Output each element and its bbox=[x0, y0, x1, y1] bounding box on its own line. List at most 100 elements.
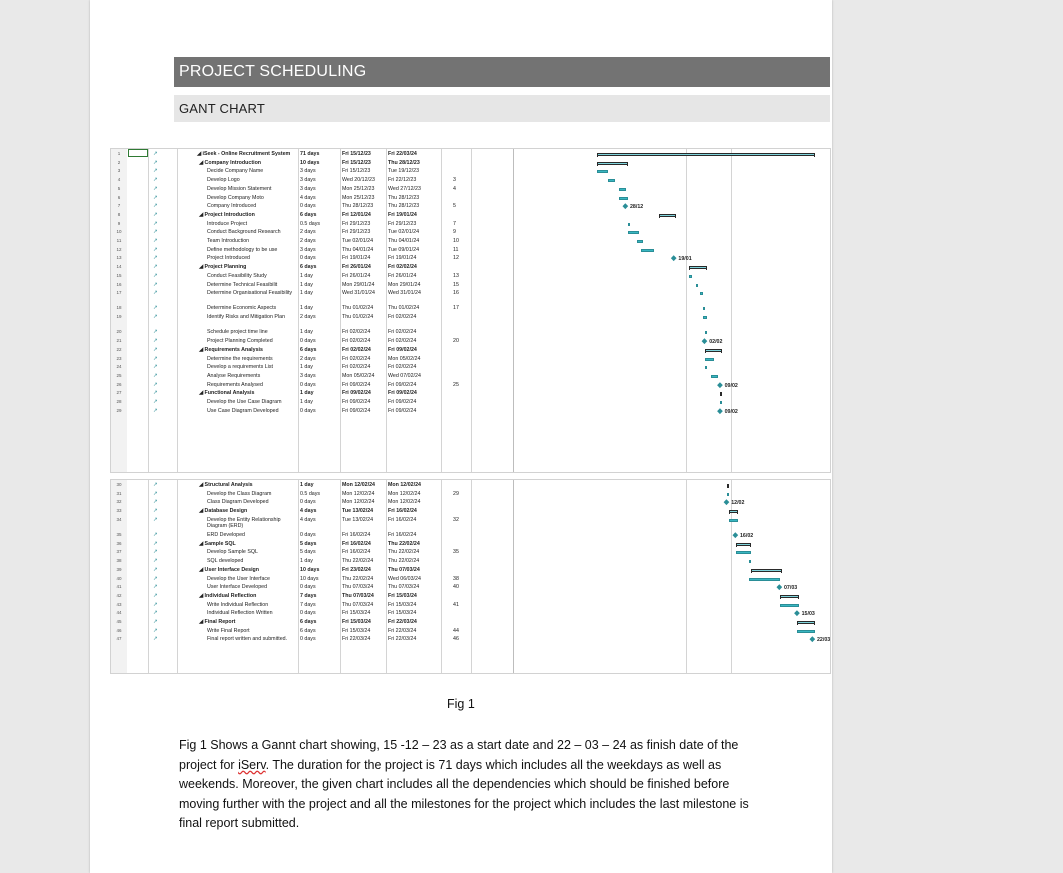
gantt-row-32[interactable]: 32 ↗ Class Diagram Developed 0 days Mon 12/0… bbox=[111, 499, 830, 506]
gantt-row-30[interactable]: 30 ↗ ◢ Structural Analysis 1 day Mon 12/02/2… bbox=[111, 482, 830, 489]
task-mode-icon: ↗ bbox=[153, 220, 158, 227]
task-name: Schedule project time line bbox=[207, 329, 268, 336]
task-start: Fri 26/01/24 bbox=[342, 264, 371, 271]
task-mode-icon: ↗ bbox=[153, 532, 158, 539]
task-start: Wed 31/01/24 bbox=[342, 290, 375, 297]
task-finish: Fri 22/03/24 bbox=[388, 627, 417, 634]
gantt-row-29[interactable]: 29 ↗ Use Case Diagram Developed 0 days Fri 0… bbox=[111, 408, 830, 415]
gantt-row-4[interactable]: 4 ↗ Develop Logo 3 days Wed 20/12/23 Fri 22/1… bbox=[111, 177, 830, 184]
gantt-row-33[interactable]: 33 ↗ ◢ Database Design 4 days Tue 13/02/24 Fr… bbox=[111, 508, 830, 515]
gantt-row-19[interactable]: 19 ↗ Identify Risks and Mitigation Plan 2 d… bbox=[111, 314, 830, 328]
gantt-row-40[interactable]: 40 ↗ Develop the User Interface 10 days Thu … bbox=[111, 576, 830, 583]
gantt-row-7[interactable]: 7 ↗ Company Introduced 0 days Thu 28/12/23 Th… bbox=[111, 203, 830, 210]
row-id: 25 bbox=[116, 372, 122, 378]
gantt-row-16[interactable]: 16 ↗ Determine Technical Feasibilit 1 day Mo… bbox=[111, 282, 830, 289]
milestone-label: 09/02 bbox=[724, 382, 738, 389]
gantt-row-23[interactable]: 23 ↗ Determine the requirements 2 days Fri 0… bbox=[111, 356, 830, 363]
task-mode-icon: ↗ bbox=[153, 159, 158, 166]
gantt-row-39[interactable]: 39 ↗ ◢ User Interface Design 10 days Fri 23/… bbox=[111, 567, 830, 574]
task-name: Develop the Entity Relationship Diagram … bbox=[207, 516, 281, 530]
task-mode-icon: ↗ bbox=[153, 246, 158, 253]
task-start: Fri 15/12/23 bbox=[342, 151, 371, 157]
task-mode-icon: ↗ bbox=[153, 211, 158, 218]
gantt-row-9[interactable]: 9 ↗ Introduce Project 0.5 days Fri 29/12/23 F… bbox=[111, 221, 830, 228]
gantt-row-8[interactable]: 8 ↗ ◢ Project Introduction 6 days Fri 12/01/… bbox=[111, 212, 830, 219]
task-start: Mon 25/12/23 bbox=[342, 185, 375, 192]
gantt-row-14[interactable]: 14 ↗ ◢ Project Planning 6 days Fri 26/01/24 F… bbox=[111, 264, 830, 271]
gantt-row-38[interactable]: 38 ↗ SQL developed 1 day Thu 22/02/24 Thu 22/… bbox=[111, 558, 830, 565]
task-duration: 1 day bbox=[300, 290, 313, 297]
task-mode-icon: ↗ bbox=[153, 229, 158, 236]
task-name: Team Introduction bbox=[207, 238, 250, 244]
gantt-row-15[interactable]: 15 ↗ Conduct Feasibility Study 1 day Fri 26/… bbox=[111, 273, 830, 280]
gantt-row-17[interactable]: 17 ↗ Determine Organisational Feasibility 1… bbox=[111, 290, 830, 304]
task-predecessors: 15 bbox=[453, 281, 459, 288]
task-duration: 1 day bbox=[300, 390, 314, 397]
gantt-row-21[interactable]: 21 ↗ Project Planning Completed 0 days Fri 0… bbox=[111, 338, 830, 345]
task-duration: 3 days bbox=[300, 177, 316, 184]
gantt-row-37[interactable]: 37 ↗ Develop Sample SQL 5 days Fri 16/02/24 T… bbox=[111, 549, 830, 556]
gantt-row-25[interactable]: 25 ↗ Analyse Requirements 3 days Mon 05/02/2… bbox=[111, 373, 830, 380]
task-duration: 1 day bbox=[300, 558, 313, 565]
task-start: Wed 20/12/23 bbox=[342, 177, 375, 184]
task-duration: 6 days bbox=[300, 346, 317, 353]
gantt-row-36[interactable]: 36 ↗ ◢ Sample SQL 5 days Fri 16/02/24 Thu 22/… bbox=[111, 541, 830, 548]
gantt-row-20[interactable]: 20 ↗ Schedule project time line 1 day Fri 02… bbox=[111, 329, 830, 336]
gantt-row-1[interactable]: 1 ↗ ◢ iSeek - Online Recruitment System 71 … bbox=[111, 151, 830, 158]
gantt-row-42[interactable]: 42 ↗ ◢ Individual Reflection 7 days Thu 07/0… bbox=[111, 593, 830, 600]
row-id: 40 bbox=[116, 575, 122, 581]
task-bar bbox=[797, 629, 815, 633]
gantt-row-45[interactable]: 45 ↗ ◢ Final Report 6 days Fri 15/03/24 Fri 2… bbox=[111, 619, 830, 626]
gantt-row-46[interactable]: 46 ↗ Write Final Report 6 days Fri 15/03/24 F… bbox=[111, 628, 830, 635]
task-bar bbox=[619, 196, 628, 200]
selected-cell[interactable] bbox=[128, 149, 148, 157]
task-start: Mon 12/02/24 bbox=[342, 499, 375, 506]
task-name: ◢ Final Report bbox=[199, 619, 236, 626]
task-mode-icon: ↗ bbox=[153, 185, 158, 192]
gantt-row-12[interactable]: 12 ↗ Define methodology to be use 3 days Thu… bbox=[111, 247, 830, 254]
milestone-label: 15/03 bbox=[801, 611, 815, 618]
task-duration: 6 days bbox=[300, 619, 317, 626]
milestone-label: 09/02 bbox=[724, 408, 738, 415]
task-mode-icon: ↗ bbox=[153, 390, 158, 397]
gantt-row-22[interactable]: 22 ↗ ◢ Requirements Analysis 6 days Fri 02/0… bbox=[111, 347, 830, 354]
gantt-row-18[interactable]: 18 ↗ Determine Economic Aspects 1 day Thu 01… bbox=[111, 305, 830, 312]
gantt-row-34[interactable]: 34 ↗ Develop the Entity Relationship Diagr… bbox=[111, 517, 830, 531]
gantt-row-13[interactable]: 13 ↗ Project Introduced 0 days Fri 19/01/24 F… bbox=[111, 255, 830, 262]
task-start: Fri 02/02/24 bbox=[342, 329, 371, 336]
task-mode-icon: ↗ bbox=[153, 516, 158, 523]
task-finish: Wed 07/02/24 bbox=[388, 372, 421, 379]
task-finish: Thu 22/02/24 bbox=[388, 549, 420, 556]
gantt-row-43[interactable]: 43 ↗ Write Individual Reflection 7 days Thu … bbox=[111, 602, 830, 609]
gantt-row-3[interactable]: 3 ↗ Decide Company Name 3 days Fri 15/12/23 T… bbox=[111, 168, 830, 175]
row-id: 17 bbox=[116, 290, 122, 296]
gantt-row-31[interactable]: 31 ↗ Develop the Class Diagram 0.5 days Mon … bbox=[111, 491, 830, 498]
gantt-row-28[interactable]: 28 ↗ Develop the Use Case Diagram 1 day Fri … bbox=[111, 399, 830, 406]
task-mode-icon: ↗ bbox=[153, 558, 158, 565]
task-finish: Fri 26/01/24 bbox=[388, 272, 417, 279]
task-predecessors: 32 bbox=[453, 516, 459, 523]
row-id: 15 bbox=[116, 272, 122, 278]
gantt-row-11[interactable]: 11 ↗ Team Introduction 2 days Tue 02/01/24 Th… bbox=[111, 238, 830, 245]
gantt-row-41[interactable]: 41 ↗ User Interface Developed 0 days Thu 07/… bbox=[111, 584, 830, 591]
gantt-row-5[interactable]: 5 ↗ Develop Mission Statement 3 days Mon 25/… bbox=[111, 186, 830, 193]
task-start: Fri 26/01/24 bbox=[342, 272, 371, 279]
gantt-row-44[interactable]: 44 ↗ Individual Reflection Written 0 days Fr… bbox=[111, 610, 830, 617]
gantt-row-26[interactable]: 26 ↗ Requirements Analysed 0 days Fri 09/02/… bbox=[111, 382, 830, 389]
milestone-diamond-icon: ◆ bbox=[717, 381, 723, 389]
task-name: ◢ Individual Reflection bbox=[199, 592, 257, 599]
row-id: 26 bbox=[116, 381, 122, 387]
gantt-row-47[interactable]: 47 ↗ Final report written and submitted. 0 … bbox=[111, 636, 830, 650]
milestone-marker: ◆ 07/03 bbox=[777, 583, 798, 591]
task-duration: 0 days bbox=[300, 407, 316, 414]
gantt-row-35[interactable]: 35 ↗ ERD Developed 0 days Fri 16/02/24 Fri 16… bbox=[111, 532, 830, 539]
summary-bar bbox=[704, 348, 723, 353]
gantt-row-10[interactable]: 10 ↗ Conduct Background Research 2 days Fri … bbox=[111, 229, 830, 236]
task-mode-icon: ↗ bbox=[153, 238, 158, 244]
task-predecessors: 13 bbox=[453, 272, 459, 279]
task-duration: 10 days bbox=[300, 159, 320, 166]
gantt-row-6[interactable]: 6 ↗ Develop Company Moto 4 days Mon 25/12/23… bbox=[111, 195, 830, 202]
gantt-row-2[interactable]: 2 ↗ ◢ Company Introduction 10 days Fri 15/12… bbox=[111, 160, 830, 167]
gantt-row-24[interactable]: 24 ↗ Develop a requirements List 1 day Fri 0… bbox=[111, 364, 830, 371]
gantt-row-27[interactable]: 27 ↗ ◢ Functional Analysis 1 day Fri 09/02/2… bbox=[111, 390, 830, 397]
